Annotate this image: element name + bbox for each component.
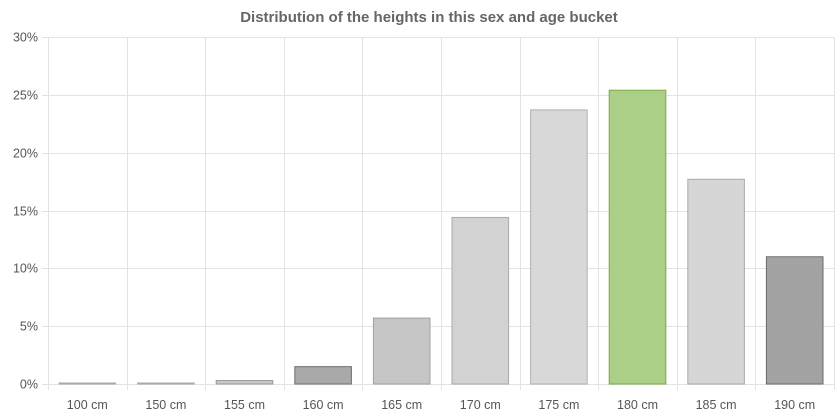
y-tick-label: 5% — [20, 320, 38, 334]
y-tick-label: 25% — [13, 89, 38, 103]
y-tick-label: 15% — [13, 205, 38, 219]
y-tick-label: 10% — [13, 262, 38, 276]
x-tick-label: 150 cm — [145, 398, 186, 412]
x-axis-ticks: 100 cm 150 cm 155 cm 160 cm 165 cm 170 cm 175 … — [67, 398, 815, 412]
bar — [372, 317, 431, 385]
x-tick-label: 175 cm — [538, 398, 579, 412]
bar — [530, 109, 588, 385]
x-tick-label: 180 cm — [617, 398, 658, 412]
bar — [137, 382, 195, 385]
bar — [765, 256, 824, 385]
x-tick-label: 155 cm — [224, 398, 265, 412]
bar — [451, 216, 510, 385]
y-tick-label: 0% — [20, 378, 38, 392]
grid-lines — [42, 37, 835, 390]
y-axis-ticks: 0% 5% 10% 15% 20% 25% 30% — [13, 31, 38, 392]
y-tick-label: 20% — [13, 147, 38, 161]
bar — [687, 178, 745, 385]
bar — [215, 380, 274, 385]
bar — [294, 366, 352, 385]
x-tick-label: 160 cm — [303, 398, 344, 412]
x-tick-label: 170 cm — [460, 398, 501, 412]
bar — [608, 89, 667, 385]
x-tick-label: 100 cm — [67, 398, 108, 412]
x-tick-label: 185 cm — [696, 398, 737, 412]
x-tick-label: 190 cm — [774, 398, 815, 412]
bar — [58, 382, 117, 385]
x-tick-label: 165 cm — [381, 398, 422, 412]
y-tick-label: 30% — [13, 31, 38, 45]
chart-title: Distribution of the heights in this sex … — [240, 9, 618, 26]
bars — [58, 89, 824, 385]
